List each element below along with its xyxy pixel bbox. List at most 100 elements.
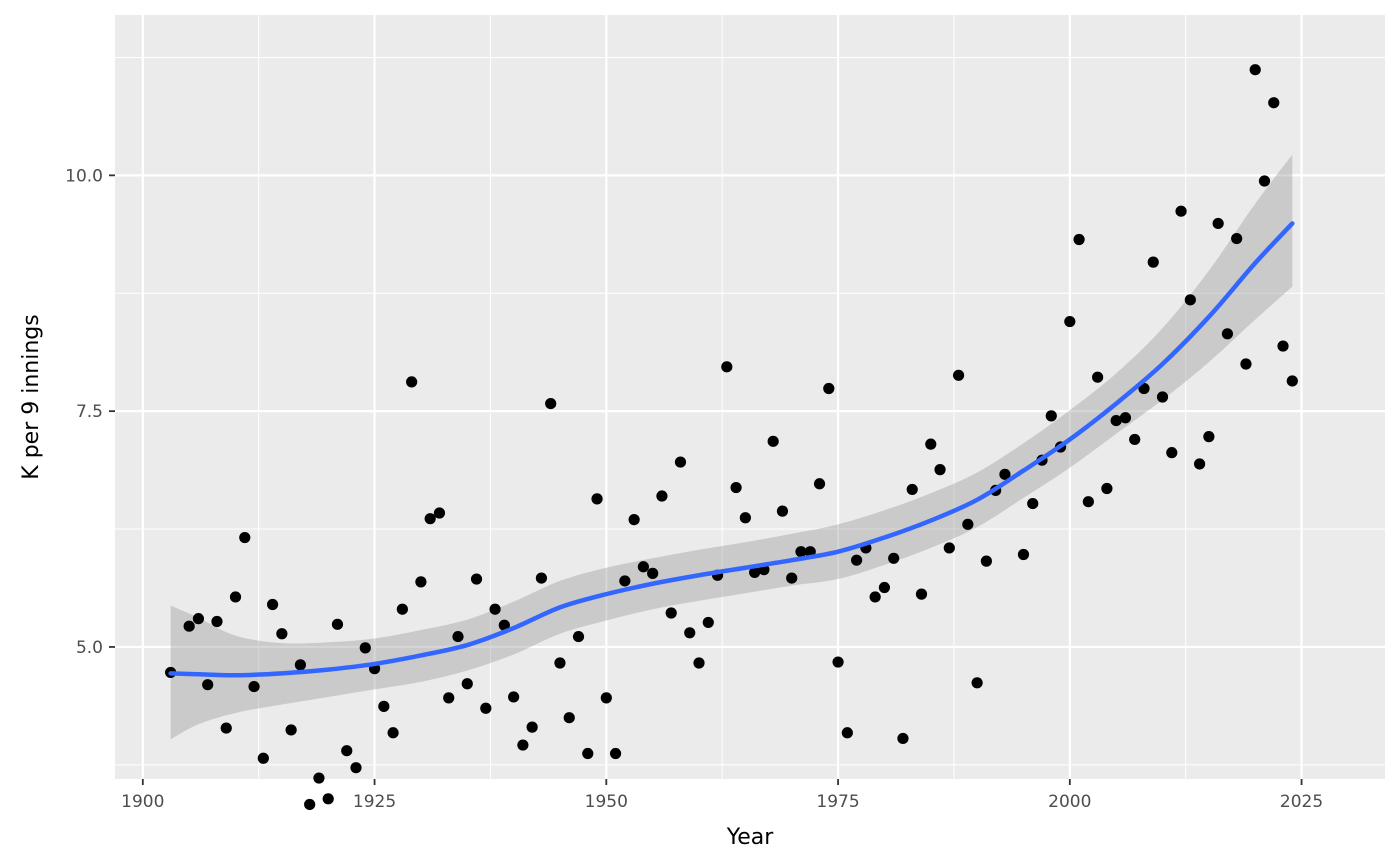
data-point: [1221, 328, 1234, 340]
data-point: [665, 607, 677, 619]
smooth-trend-line: [168, 221, 1295, 678]
x-tick-label: 1975: [816, 792, 859, 812]
data-point: [378, 700, 390, 712]
data-point: [1119, 412, 1132, 424]
confidence-ribbon: [170, 154, 1293, 740]
data-point: [980, 555, 992, 567]
minor-gridlines: [115, 15, 1385, 779]
data-point: [647, 567, 659, 579]
data-point: [823, 382, 835, 395]
data-point: [971, 677, 983, 689]
data-point: [897, 732, 909, 745]
data-point: [656, 490, 668, 502]
data-point: [591, 493, 603, 505]
data-point: [600, 692, 612, 704]
data-point: [313, 772, 325, 784]
data-point: [239, 531, 251, 544]
data-point: [1240, 358, 1252, 370]
data-point: [470, 573, 483, 585]
x-tick-label: 2000: [1048, 792, 1091, 812]
data-point: [452, 630, 464, 643]
data-point: [1166, 447, 1178, 459]
data-point: [1193, 458, 1206, 470]
data-point: [878, 581, 891, 594]
y-tick-label: 10.0: [65, 166, 103, 186]
data-point: [637, 561, 649, 573]
data-point: [776, 505, 789, 517]
data-point: [480, 702, 492, 714]
data-point: [341, 745, 353, 757]
data-point: [915, 588, 928, 600]
data-point: [1231, 232, 1243, 245]
data-point: [1258, 175, 1271, 187]
data-point: [582, 747, 594, 760]
data-point: [396, 603, 408, 615]
data-point: [1184, 294, 1196, 306]
data-point: [406, 376, 418, 388]
data-point: [888, 552, 900, 564]
data-point: [1286, 375, 1298, 387]
data-point: [952, 369, 965, 381]
data-point: [192, 613, 205, 625]
data-point: [220, 722, 232, 734]
data-point: [1045, 410, 1057, 422]
data-point: [526, 721, 538, 733]
data-point: [832, 656, 844, 668]
data-point: [962, 518, 974, 530]
data-point: [1027, 497, 1039, 510]
x-axis-ticks: 1900 1925 1950 1975 2000 2025: [121, 779, 1323, 812]
data-point: [786, 572, 798, 584]
data-point: [424, 513, 436, 525]
data-point: [1073, 233, 1085, 246]
data-point: [767, 435, 779, 447]
data-point: [1129, 433, 1141, 446]
data-point: [1212, 217, 1224, 230]
data-point: [508, 691, 520, 703]
data-point: [266, 598, 279, 611]
x-tick-label: 2025: [1280, 792, 1323, 812]
data-point: [276, 628, 288, 640]
data-point: [943, 542, 955, 554]
data-point: [554, 657, 566, 669]
y-axis-ticks: 5.0 7.5 10.0: [65, 166, 115, 658]
data-point: [841, 727, 853, 739]
data-point: [331, 618, 344, 630]
data-point: [674, 456, 687, 468]
data-point: [869, 591, 881, 603]
data-point: [721, 361, 733, 373]
data-point: [461, 678, 473, 690]
data-point: [1101, 482, 1113, 495]
data-point: [572, 630, 585, 643]
x-tick-label: 1900: [121, 792, 164, 812]
data-point: [285, 724, 297, 736]
data-point: [1147, 256, 1159, 268]
data-point: [183, 620, 195, 632]
data-point: [1249, 64, 1261, 76]
data-point: [1175, 205, 1187, 217]
data-point: [628, 514, 640, 526]
data-point: [517, 739, 529, 751]
x-tick-label: 1950: [585, 792, 628, 812]
data-point: [304, 798, 316, 811]
data-point: [1017, 548, 1030, 561]
y-tick-label: 7.5: [76, 402, 103, 422]
data-point: [322, 793, 334, 805]
data-point: [545, 398, 557, 410]
data-point: [619, 575, 631, 587]
data-point: [813, 478, 826, 490]
data-point: [999, 468, 1011, 480]
y-axis-title: K per 9 innings: [19, 314, 44, 479]
data-point: [498, 619, 510, 631]
data-point: [489, 603, 501, 615]
data-point: [1277, 340, 1289, 352]
data-point: [535, 572, 548, 584]
x-tick-label: 1925: [353, 792, 396, 812]
data-point: [359, 642, 371, 654]
data-point: [795, 546, 807, 558]
x-axis-title: Year: [726, 825, 775, 850]
data-point: [1064, 315, 1076, 328]
panel-background: [115, 15, 1385, 779]
data-point: [443, 692, 455, 704]
data-point: [702, 616, 714, 629]
